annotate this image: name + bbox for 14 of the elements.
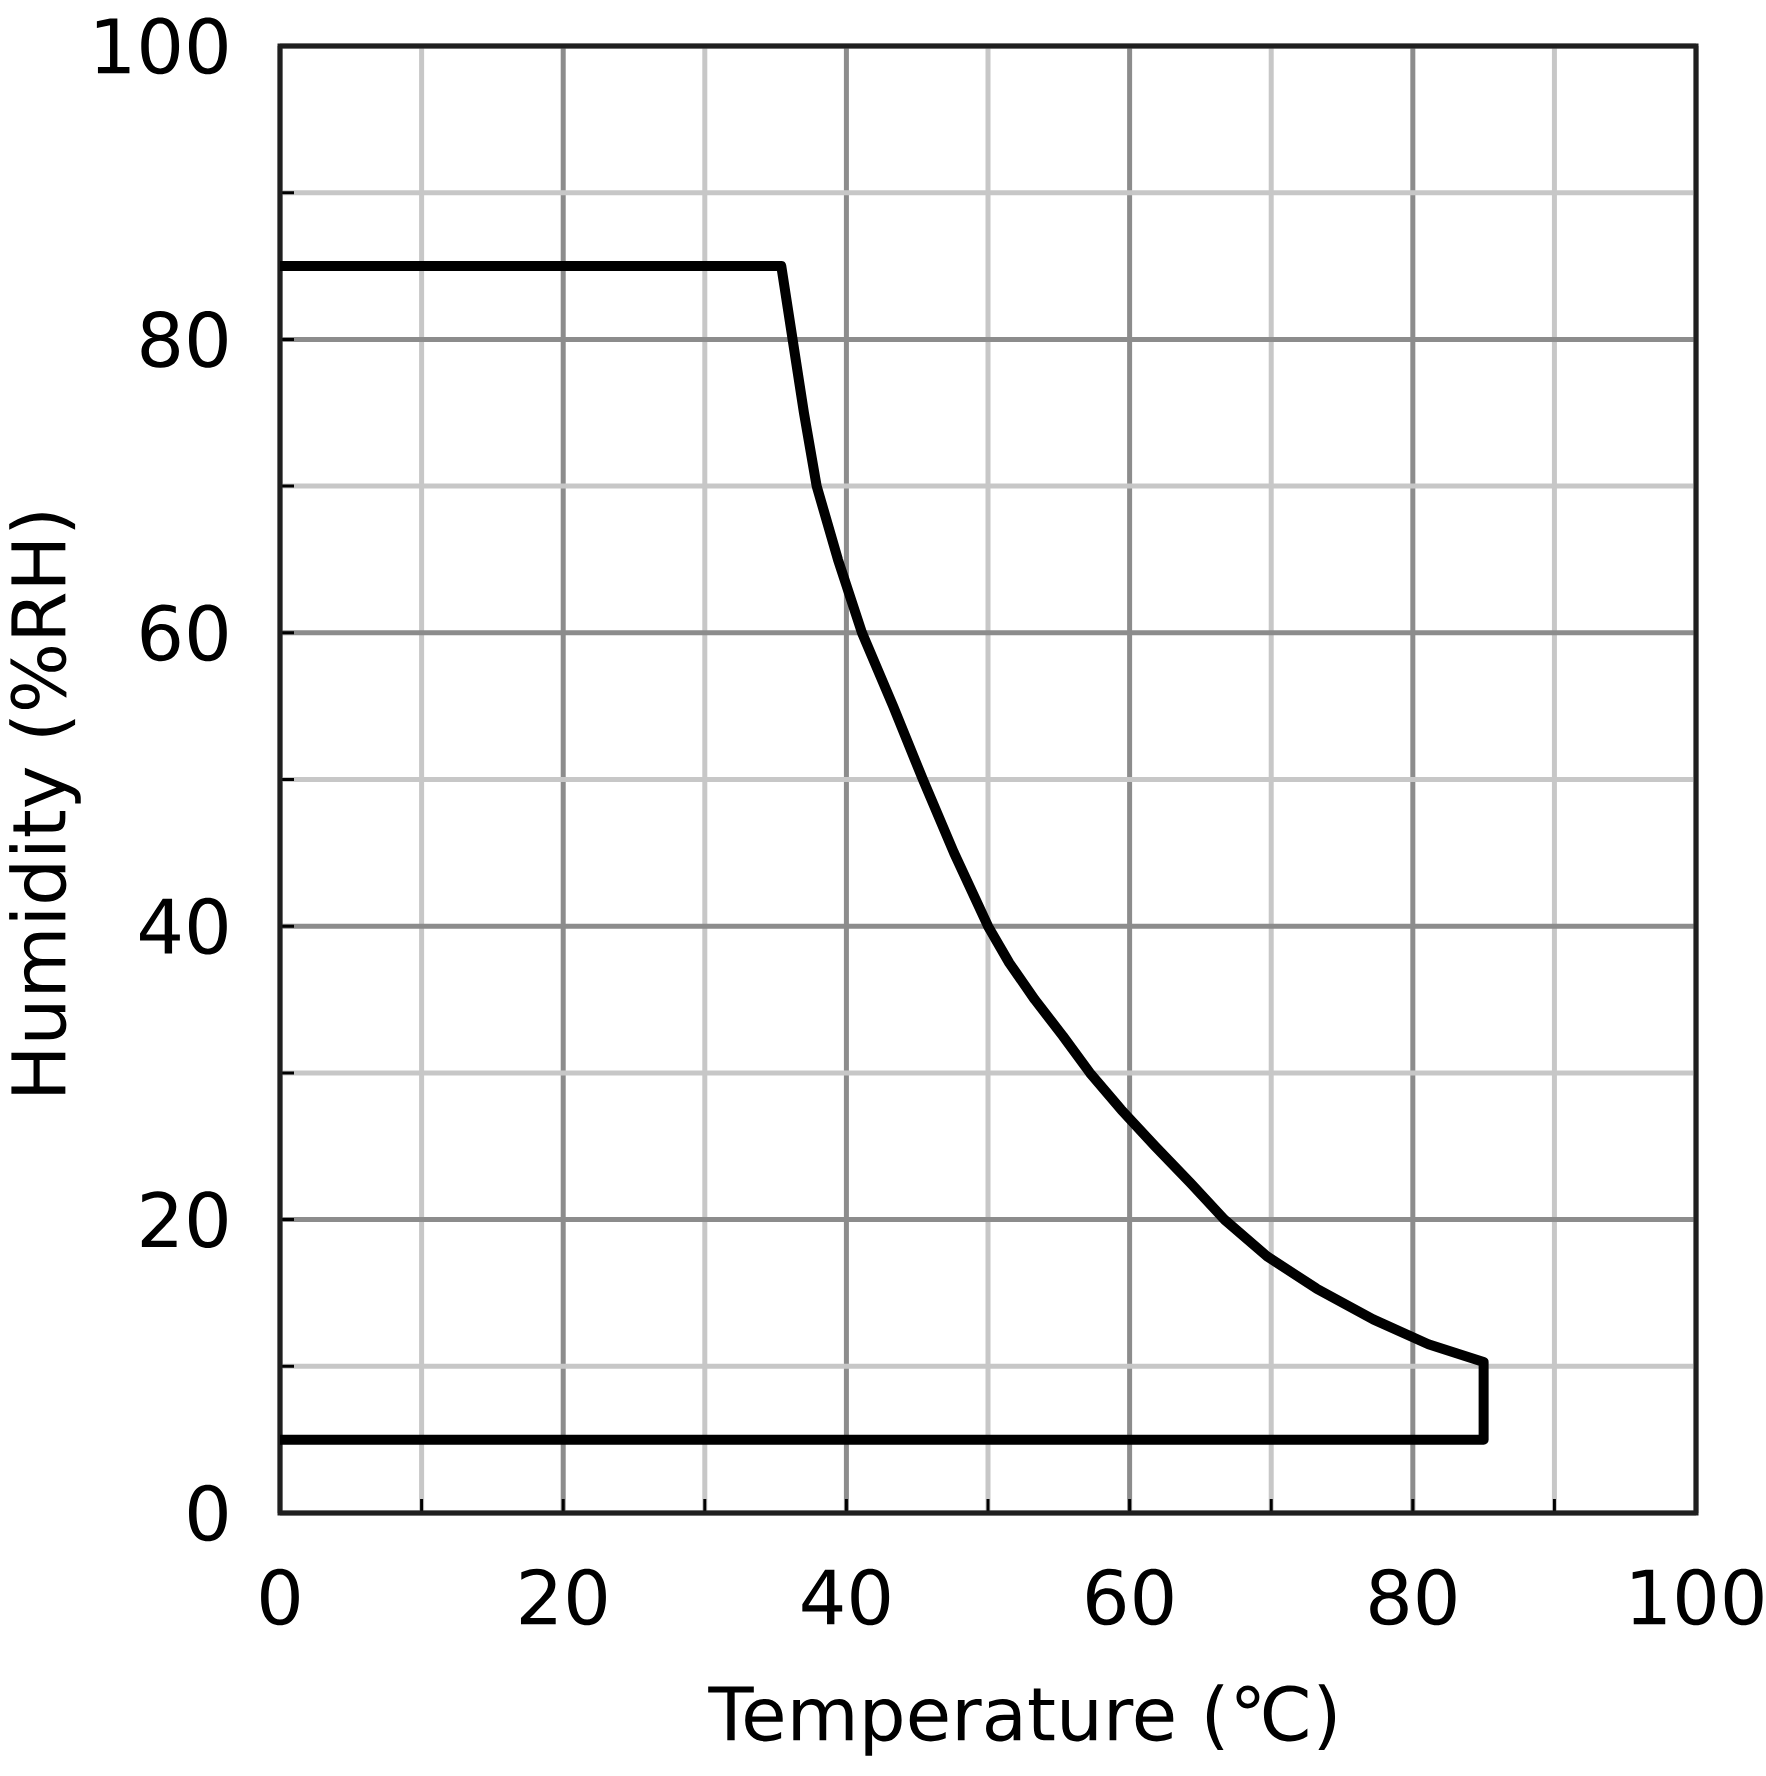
y-tick-label: 0 [189, 1484, 227, 1542]
x-tick-label: 20 [520, 1568, 606, 1626]
x-tick-label: 40 [802, 1568, 890, 1626]
y-tick-label: 100 [96, 17, 227, 75]
x-tick-label: 60 [1087, 1568, 1173, 1626]
y-tick-label: 80 [141, 311, 227, 368]
y-axis-title: Humidity (%RH) [9, 513, 81, 1094]
y-tick-label: 20 [141, 1191, 227, 1248]
x-tick-label: 80 [1370, 1568, 1456, 1626]
y-tick-label: 40 [140, 897, 227, 955]
y-tick-label: 60 [141, 604, 227, 662]
x-tick-label: 0 [261, 1568, 299, 1626]
x-tick-label: 100 [1632, 1568, 1763, 1626]
x-axis-title: Temperature (℃) [708, 1684, 1336, 1756]
